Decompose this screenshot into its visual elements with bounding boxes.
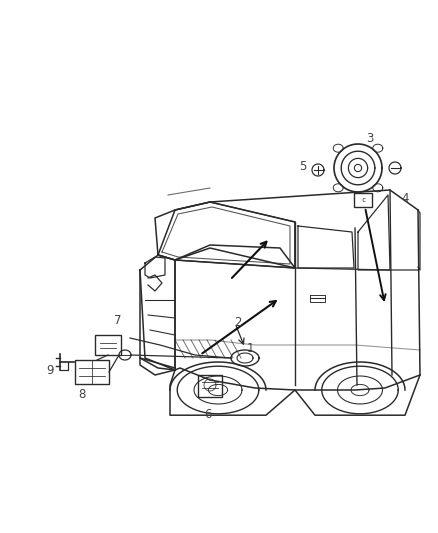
Text: 6: 6 <box>204 408 212 422</box>
Text: 8: 8 <box>78 389 86 401</box>
Text: c: c <box>361 197 365 203</box>
Text: 3: 3 <box>366 132 374 144</box>
Text: 4: 4 <box>401 191 409 205</box>
Text: 5: 5 <box>299 160 307 174</box>
Text: 1: 1 <box>246 342 254 354</box>
Text: 2: 2 <box>234 317 242 329</box>
Text: 9: 9 <box>46 364 54 376</box>
Text: 7: 7 <box>114 313 122 327</box>
